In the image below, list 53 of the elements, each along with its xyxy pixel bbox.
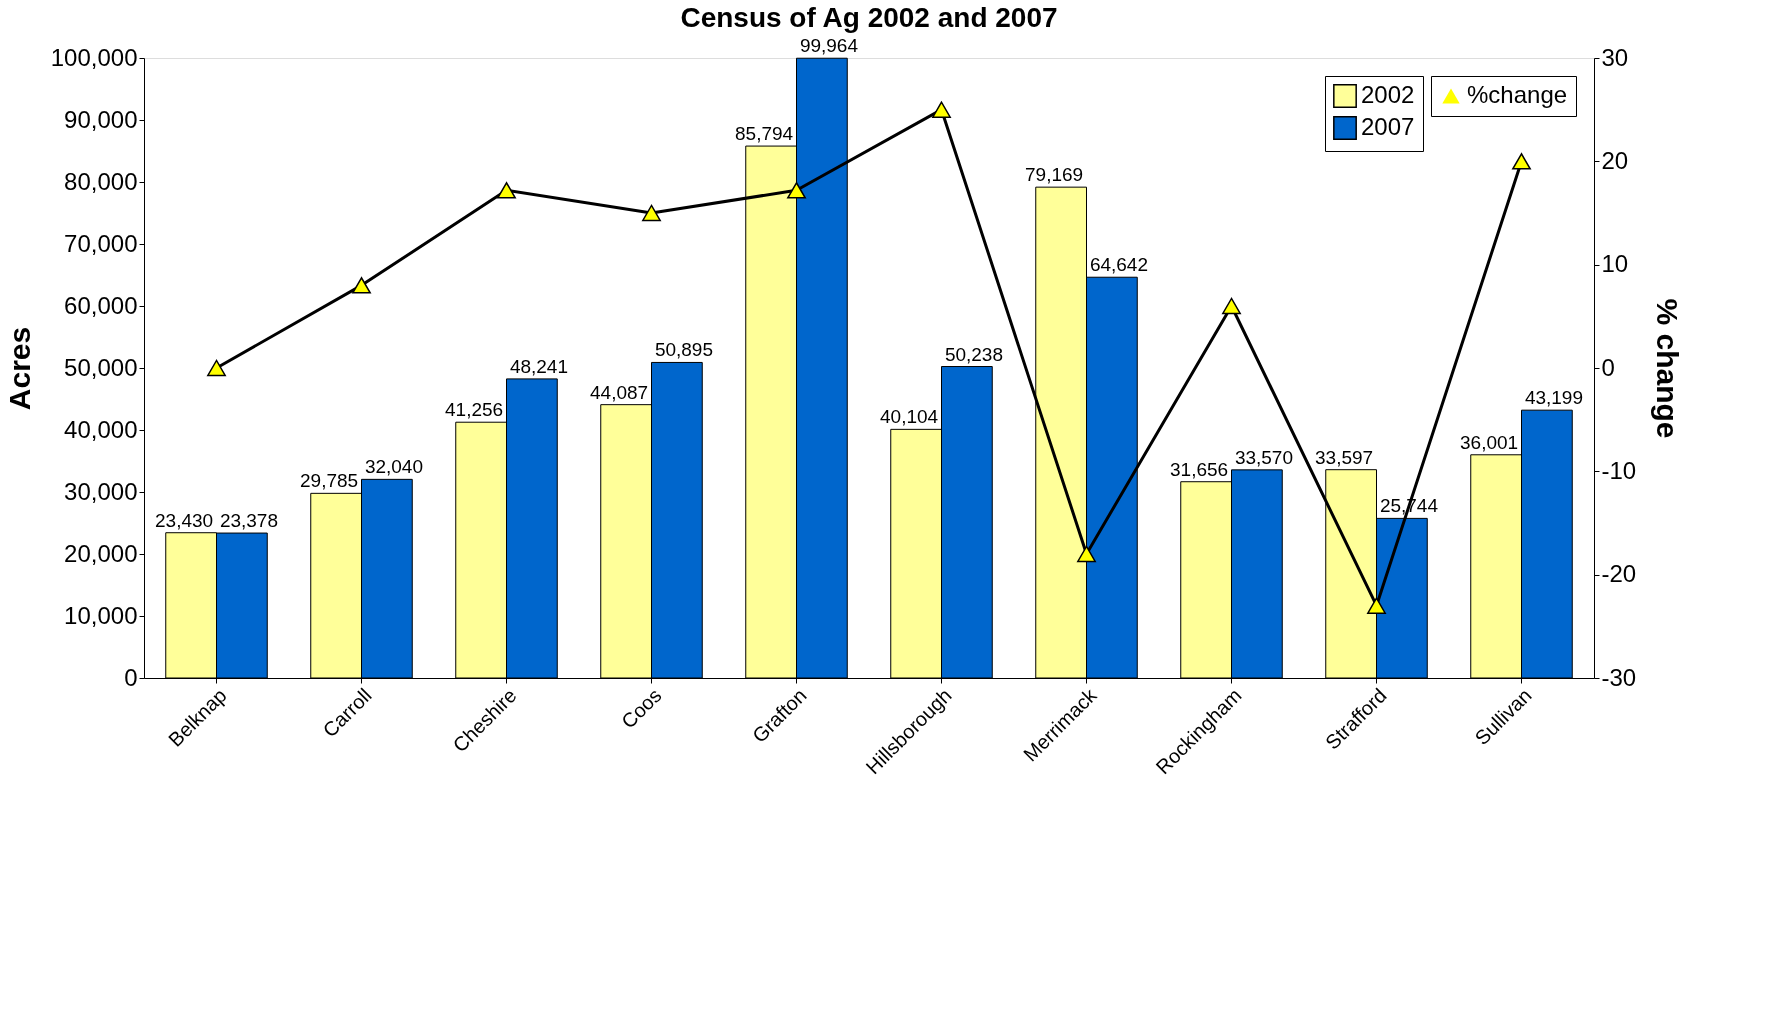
data-label: 50,895 [654, 339, 713, 361]
data-label: 31,656 [1170, 458, 1229, 480]
point [352, 277, 371, 294]
y-tick-label: 10,000 [64, 601, 138, 629]
y-tick-label: 40,000 [64, 415, 138, 443]
point [1367, 597, 1386, 614]
point [207, 359, 226, 377]
y-tick-label: 30,000 [64, 477, 138, 505]
data-label: 43,199 [1524, 387, 1583, 409]
y-tick-label: 50,000 [64, 353, 138, 381]
y2-tick-label: -20 [1601, 560, 1637, 588]
point [1077, 545, 1096, 563]
y-tick-label: 60,000 [64, 291, 138, 319]
data-label: 48,241 [509, 355, 568, 377]
y2-tick-label: 0 [1601, 353, 1615, 381]
data-label: 41,256 [445, 399, 504, 421]
y-tick-label: 90,000 [64, 105, 138, 133]
legend-label: 2002 [1361, 81, 1415, 108]
data-label: 99,964 [799, 35, 859, 57]
point [1222, 297, 1241, 315]
y-tick-label: 100,000 [50, 43, 138, 71]
y-axis-title: Acres [2, 326, 36, 411]
data-label: 40,104 [880, 406, 939, 428]
data-label: 79,169 [1025, 164, 1084, 186]
data-label: 44,087 [590, 381, 649, 403]
point [497, 182, 516, 199]
data-label: 64,642 [1089, 254, 1148, 276]
legend-label: 2007 [1361, 113, 1415, 140]
y2-tick-label: 10 [1601, 250, 1629, 278]
data-label: 23,378 [219, 510, 278, 532]
data-label: 50,238 [944, 343, 1003, 365]
point [932, 101, 951, 118]
y2-tick-label: 30 [1601, 43, 1629, 71]
y-tick-label: 20,000 [64, 539, 138, 567]
legend-label: %change [1467, 81, 1568, 108]
point [1512, 153, 1531, 170]
y-tick-label: 70,000 [64, 229, 138, 257]
data-label: 36,001 [1460, 431, 1519, 453]
data-label: 33,570 [1234, 446, 1293, 468]
y2-tick-label: -30 [1601, 663, 1637, 691]
point [787, 182, 806, 199]
chart-title: Census of Ag 2002 and 2007 [680, 2, 1058, 34]
data-label: 85,794 [735, 123, 794, 145]
data-label: 33,597 [1315, 446, 1374, 468]
point [642, 204, 661, 222]
y2-tick-label: 20 [1601, 146, 1629, 174]
data-label: 29,785 [300, 470, 359, 492]
y-tick-label: 0 [124, 663, 138, 691]
data-label: 32,040 [364, 456, 423, 478]
data-label: 23,430 [155, 509, 214, 531]
y-tick-label: 80,000 [64, 167, 138, 195]
y2-tick-label: -10 [1601, 456, 1637, 484]
y2-axis-title: % change [1651, 298, 1685, 439]
